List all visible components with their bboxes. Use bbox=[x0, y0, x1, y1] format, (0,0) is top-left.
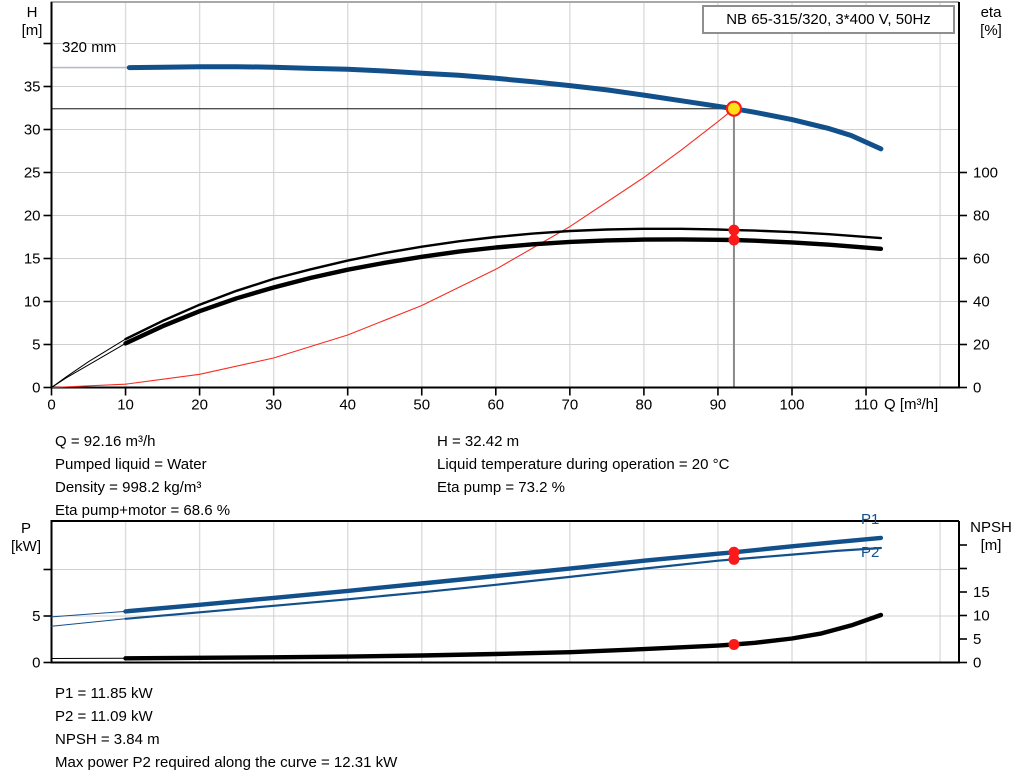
duty-point-marker[interactable] bbox=[725, 100, 743, 117]
x-axis-tick-label: 60 bbox=[487, 397, 504, 414]
left-axis-tick-label: 0 bbox=[32, 655, 40, 672]
info-liquid-temperature: Liquid temperature during operation = 20… bbox=[437, 456, 730, 473]
duty-info-left: Q = 92.16 m³/h Pumped liquid = Water Den… bbox=[55, 430, 230, 522]
info-flow: Q = 92.16 m³/h bbox=[55, 433, 156, 450]
x-axis-tick-label: 30 bbox=[265, 397, 282, 414]
head-axis-unit: [m] bbox=[21, 22, 43, 39]
curve-eta-pump-motor bbox=[123, 237, 884, 346]
x-axis-tick-label: 50 bbox=[413, 397, 430, 414]
power-info-block: P1 = 11.85 kW P2 = 11.09 kW NPSH = 3.84 … bbox=[55, 682, 397, 774]
right-axis-tick-label: 100 bbox=[973, 165, 998, 182]
info-density: Density = 998.2 kg/m³ bbox=[55, 479, 202, 496]
npsh-axis-unit: [m] bbox=[980, 537, 1002, 554]
right-axis-tick-label: 0 bbox=[973, 655, 981, 672]
curve-head-320mm bbox=[126, 64, 884, 152]
eta-axis-symbol: eta bbox=[980, 4, 1002, 21]
x-axis-tick-label: 100 bbox=[779, 397, 804, 414]
flow-axis-title: Q [m³/h] bbox=[884, 396, 939, 413]
right-axis-tick-label: 0 bbox=[973, 380, 981, 397]
x-axis-tick-label: 70 bbox=[562, 397, 579, 414]
left-axis-tick-label: 20 bbox=[24, 208, 41, 225]
power-axis-symbol: P bbox=[20, 520, 31, 537]
left-axis-tick-label: 5 bbox=[32, 608, 40, 625]
x-axis-tick-label: 10 bbox=[117, 397, 134, 414]
right-axis-tick-label: 5 bbox=[973, 631, 981, 648]
info-npsh: NPSH = 3.84 m bbox=[55, 731, 160, 748]
curve-system-curve bbox=[50, 108, 735, 389]
info-max-power: Max power P2 required along the curve = … bbox=[55, 754, 398, 771]
x-axis-tick-label: 20 bbox=[191, 397, 208, 414]
left-axis-tick-label: 10 bbox=[24, 294, 41, 311]
x-axis-tick-label: 110 bbox=[854, 397, 878, 414]
left-axis-tick-label: 35 bbox=[24, 79, 41, 96]
eta-pump-motor-point-marker bbox=[728, 234, 740, 246]
right-axis-tick-label: 10 bbox=[973, 608, 990, 625]
right-axis-tick-label: 80 bbox=[973, 208, 990, 225]
eta-axis-unit: [%] bbox=[980, 22, 1002, 39]
left-axis-tick-label: 25 bbox=[24, 165, 41, 182]
curve-power-p2 bbox=[124, 546, 882, 620]
info-eta-pump: Eta pump = 73.2 % bbox=[437, 479, 565, 496]
info-pumped-liquid: Pumped liquid = Water bbox=[55, 456, 207, 473]
left-axis-tick-label: 5 bbox=[32, 337, 40, 354]
p2-curve-label: P2 bbox=[861, 544, 880, 561]
npsh-axis-symbol: NPSH bbox=[970, 519, 1012, 536]
left-axis-tick-label: 30 bbox=[24, 122, 41, 139]
eta-pump-point-marker bbox=[728, 224, 740, 236]
head-axis-title: H [m] bbox=[12, 4, 52, 40]
eta-axis-title: eta [%] bbox=[965, 4, 1017, 40]
npsh-axis-title: NPSH [m] bbox=[962, 519, 1020, 555]
info-eta-pump-motor: Eta pump+motor = 68.6 % bbox=[55, 502, 231, 519]
x-axis-tick-label: 80 bbox=[636, 397, 653, 414]
info-head: H = 32.42 m bbox=[437, 433, 520, 450]
info-p2: P2 = 11.09 kW bbox=[55, 708, 153, 725]
curve-power-p1 bbox=[123, 535, 884, 614]
head-axis-symbol: H bbox=[26, 4, 38, 21]
left-axis-tick-label: 0 bbox=[32, 380, 40, 397]
pump-title-box: NB 65-315/320, 3*400 V, 50Hz bbox=[702, 5, 955, 34]
curve-npsh bbox=[123, 612, 884, 661]
right-axis-tick-label: 20 bbox=[973, 337, 990, 354]
duty-info-right: H = 32.42 m Liquid temperature during op… bbox=[437, 430, 729, 499]
power-axis-unit: [kW] bbox=[11, 538, 41, 555]
curve-power-p1-thin bbox=[51, 610, 126, 618]
curve-eta-pump bbox=[124, 227, 883, 341]
left-axis-tick-label: 15 bbox=[24, 251, 41, 268]
x-axis-tick-label: 0 bbox=[47, 397, 55, 414]
impeller-diameter-label: 320 mm bbox=[62, 39, 117, 56]
info-p1: P1 = 11.85 kW bbox=[55, 685, 153, 702]
curve-power-p2-thin bbox=[51, 618, 126, 627]
curve-eta-pump-motor-thin bbox=[51, 342, 126, 388]
p2-point-marker bbox=[728, 553, 740, 565]
npsh-point-marker bbox=[728, 638, 740, 650]
x-axis-tick-label: 90 bbox=[710, 397, 727, 414]
x-axis-tick-label: 40 bbox=[339, 397, 356, 414]
pump-title-text: NB 65-315/320, 3*400 V, 50Hz bbox=[726, 11, 931, 28]
right-axis-tick-label: 60 bbox=[973, 251, 990, 268]
right-axis-tick-label: 15 bbox=[973, 584, 990, 601]
right-axis-tick-label: 40 bbox=[973, 294, 990, 311]
p1-curve-label: P1 bbox=[861, 511, 880, 528]
power-axis-title: P [kW] bbox=[6, 520, 46, 556]
